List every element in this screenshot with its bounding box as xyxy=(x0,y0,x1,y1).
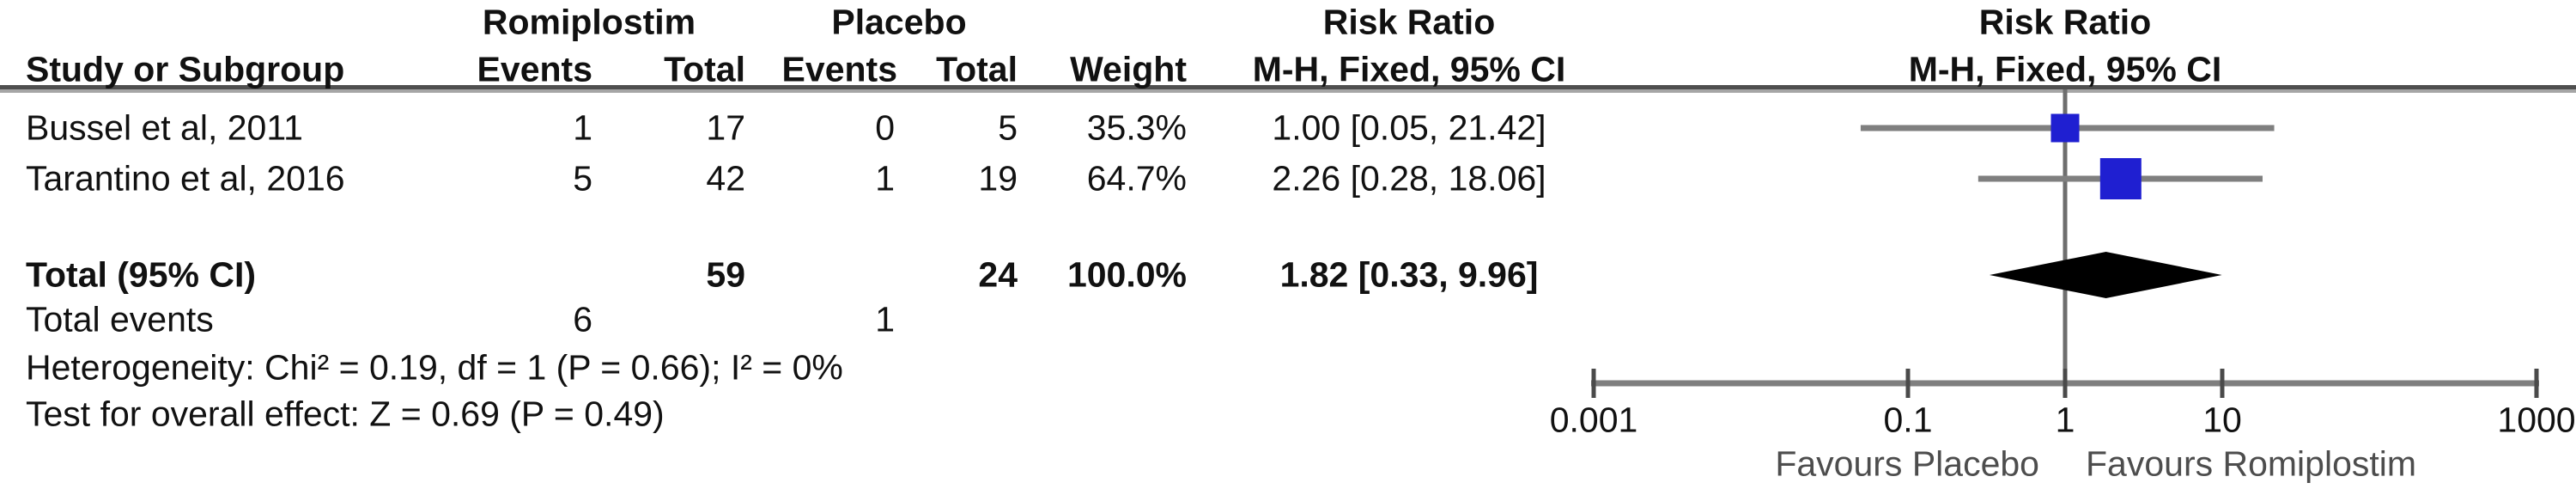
favours-right-label: Favours Romiplostim xyxy=(2086,443,2417,484)
cell-total2: 5 xyxy=(998,107,1018,148)
axis-tick xyxy=(2063,369,2068,398)
cell-events2: 0 xyxy=(875,107,895,148)
cell-total1: 42 xyxy=(706,158,745,199)
col-header-ci-left: M-H, Fixed, 95% CI xyxy=(1252,49,1566,89)
axis-tick-label: 1 xyxy=(2055,400,2075,440)
axis-tick xyxy=(2534,369,2539,398)
col-header-weight: Weight xyxy=(1070,49,1187,89)
total-events-label: Total events xyxy=(26,299,214,339)
study-square-marker xyxy=(2099,158,2142,199)
heterogeneity-line: Heterogeneity: Chi² = 0.19, df = 1 (P = … xyxy=(26,347,843,388)
header-separator-dark xyxy=(0,85,2576,89)
axis-tick-label: 0.1 xyxy=(1883,400,1933,440)
effect-header-right: Risk Ratio xyxy=(1978,2,2152,42)
group2-header: Placebo xyxy=(831,2,967,42)
total-row-weight: 100.0% xyxy=(1066,254,1187,295)
cell-events1: 5 xyxy=(573,158,592,199)
axis-tick xyxy=(1591,369,1596,398)
favours-left-label: Favours Placebo xyxy=(1775,443,2039,484)
cell-ci-text: 2.26 [0.28, 18.06] xyxy=(1272,158,1546,199)
total-events-events1: 6 xyxy=(573,299,592,339)
axis-tick xyxy=(1905,369,1911,398)
axis-tick-label: 1000 xyxy=(2497,400,2576,440)
overall-effect-line: Test for overall effect: Z = 0.69 (P = 0… xyxy=(26,394,665,434)
col-header-study: Study or Subgroup xyxy=(26,49,345,89)
pooled-diamond xyxy=(1989,252,2222,298)
cell-weight: 35.3% xyxy=(1086,107,1187,148)
axis-tick-label: 10 xyxy=(2202,400,2242,440)
header-separator-light xyxy=(0,89,2576,93)
cell-events1: 1 xyxy=(573,107,592,148)
col-header-events1: Events xyxy=(477,49,592,89)
study-square-marker xyxy=(2050,113,2080,143)
col-header-total2: Total xyxy=(936,49,1018,89)
col-header-ci-right: M-H, Fixed, 95% CI xyxy=(1908,49,2222,89)
total-row-total2: 24 xyxy=(978,254,1018,295)
col-header-events2: Events xyxy=(781,49,897,89)
effect-header-left: Risk Ratio xyxy=(1322,2,1496,42)
total-row-total1: 59 xyxy=(706,254,745,295)
total-row-ci-text: 1.82 [0.33, 9.96] xyxy=(1279,254,1539,295)
study-name: Tarantino et al, 2016 xyxy=(26,158,345,199)
cell-weight: 64.7% xyxy=(1086,158,1187,199)
cell-ci-text: 1.00 [0.05, 21.42] xyxy=(1272,107,1546,148)
total-events-events2: 1 xyxy=(875,299,895,339)
axis-tick xyxy=(2220,369,2225,398)
total-row-label: Total (95% CI) xyxy=(26,254,257,295)
cell-total1: 17 xyxy=(706,107,745,148)
null-effect-line xyxy=(2063,89,2068,388)
study-name: Bussel et al, 2011 xyxy=(26,107,303,148)
col-header-total1: Total xyxy=(664,49,745,89)
axis-tick-label: 0.001 xyxy=(1549,400,1638,440)
cell-events2: 1 xyxy=(875,158,895,199)
cell-total2: 19 xyxy=(978,158,1018,199)
group1-header: Romiplostim xyxy=(482,2,696,42)
